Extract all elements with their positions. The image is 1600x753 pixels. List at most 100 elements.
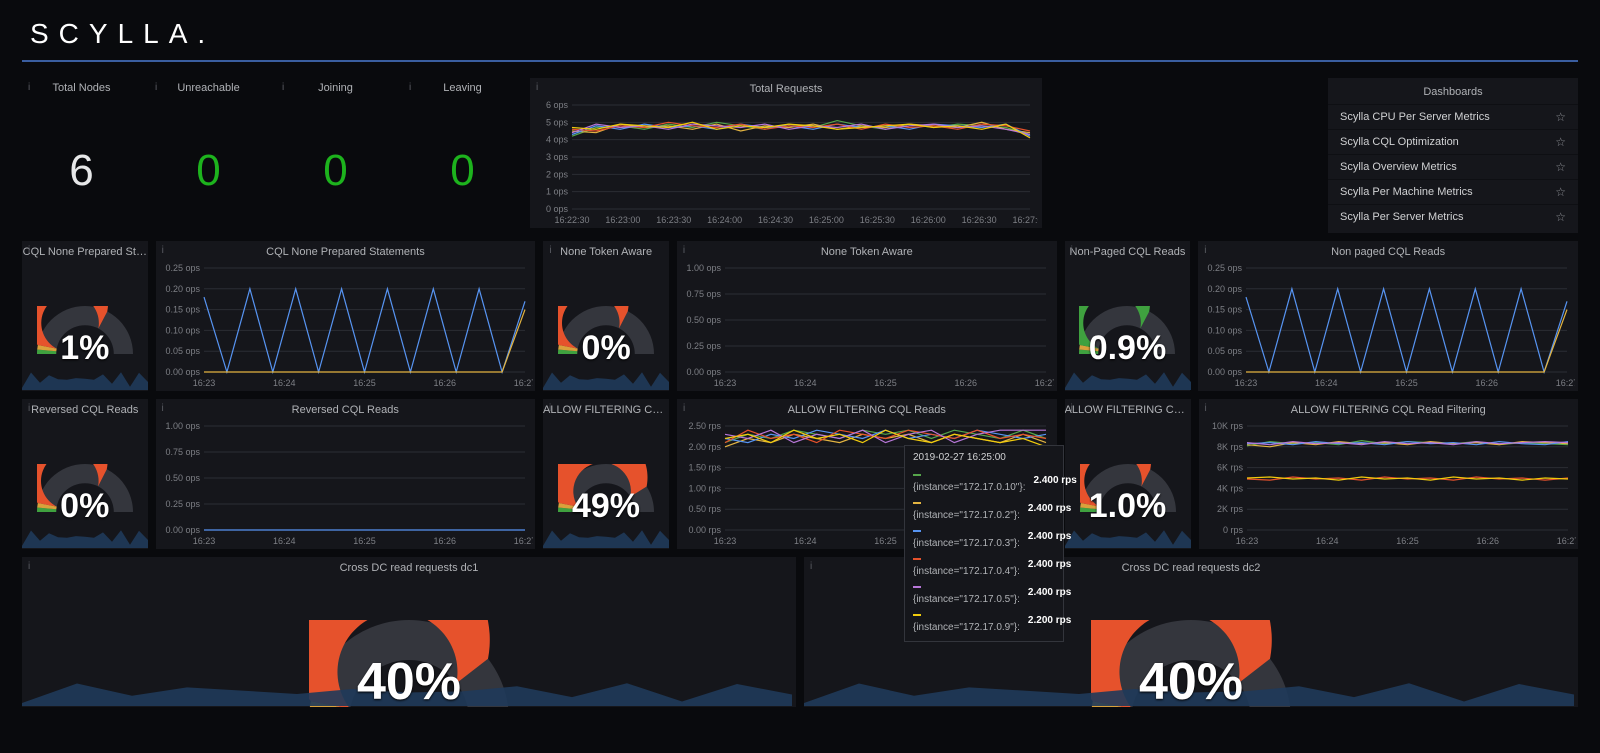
info-icon[interactable]: i [28,82,30,93]
svg-text:16:25: 16:25 [353,378,376,388]
gauge-panel[interactable]: i CQL None Prepared St…1% [22,241,148,391]
panel-title: Non-Paged CQL Reads [1065,241,1191,262]
info-icon[interactable]: i [549,245,551,256]
info-icon[interactable]: i [536,82,538,93]
tooltip-row: {instance="172.17.0.5"}: 2.400 rps [913,579,1055,607]
info-icon[interactable]: i [28,403,30,414]
svg-text:0 ops: 0 ops [546,204,569,214]
dashboard-link-label: Scylla Per Server Metrics [1340,211,1463,223]
info-icon[interactable]: i [1205,403,1207,414]
header-divider [22,60,1578,62]
chart-panel[interactable]: i Non paged CQL Reads0.00 ops0.05 ops0.1… [1198,241,1578,391]
dashboard-link-label: Scylla CQL Optimization [1340,136,1459,148]
panel-title: Reversed CQL Reads [22,399,148,420]
star-icon[interactable]: ☆ [1555,160,1566,174]
star-icon[interactable]: ☆ [1555,210,1566,224]
dashboard-root: SCYLLA. i Total Nodes 6i Unreachable 0i … [0,0,1600,707]
info-icon[interactable]: i [155,82,157,93]
panel-title: Reversed CQL Reads [156,399,536,420]
svg-text:16:26: 16:26 [1476,378,1499,388]
info-icon[interactable]: i [1071,245,1073,256]
chart-panel[interactable]: i Reversed CQL Reads0.00 ops0.25 ops0.50… [156,399,536,549]
gauge-panel[interactable]: i Non-Paged CQL Reads0.9% [1065,241,1191,391]
chart-panel[interactable]: i ALLOW FILTERING CQL Read Filtering0 rp… [1199,399,1579,549]
chart-body[interactable]: 0.00 ops0.05 ops0.10 ops0.15 ops0.20 ops… [1198,262,1578,390]
info-icon[interactable]: i [549,403,551,414]
row-gauges-1: i CQL None Prepared St…1%i CQL None Prep… [22,241,1578,391]
dashboards-title: Dashboards [1328,82,1578,104]
info-icon[interactable]: i [28,245,30,256]
svg-text:0.15 ops: 0.15 ops [1208,305,1243,315]
panel-title: None Token Aware [677,241,1057,262]
chart-tooltip: 2019-02-27 16:25:00 {instance="172.17.0.… [904,445,1064,642]
dashboard-link[interactable]: Scylla Per Machine Metrics☆ [1328,179,1578,204]
svg-text:16:23: 16:23 [192,536,215,546]
gauge-value: 0% [60,487,109,526]
tooltip-row: {instance="172.17.0.4"}: 2.400 rps [913,551,1055,579]
dashboard-link[interactable]: Scylla Overview Metrics ☆ [1328,154,1578,179]
gauge-value: 1.0% [1089,487,1167,526]
tooltip-row: {instance="172.17.0.2"}: 2.400 rps [913,495,1055,523]
svg-text:16:25:00: 16:25:00 [809,215,844,225]
svg-text:16:23: 16:23 [714,536,737,546]
gauge-panel[interactable]: i ALLOW FILTERING CQ…49% [543,399,669,549]
info-icon[interactable]: i [683,403,685,414]
tooltip-row: {instance="172.17.0.9"}: 2.200 rps [913,607,1055,635]
star-icon[interactable]: ☆ [1555,110,1566,124]
gauge-panel[interactable]: i ALLOW FILTERING CQ…1.0% [1065,399,1191,549]
stat-total-nodes: i Total Nodes 6 [22,78,141,228]
chart-body[interactable]: 0 rps2K rps4K rps6K rps8K rps10K rps16:2… [1199,420,1579,548]
dashboard-link[interactable]: Scylla CQL Optimization ☆ [1328,129,1578,154]
svg-text:0.75 ops: 0.75 ops [686,289,721,299]
stat-label: Unreachable [149,78,268,94]
info-icon[interactable]: i [683,245,685,256]
svg-text:0.20 ops: 0.20 ops [165,284,200,294]
svg-text:5 ops: 5 ops [546,117,569,127]
dashboard-link-label: Scylla Overview Metrics [1340,161,1457,173]
gauge-panel[interactable]: i Reversed CQL Reads 0% [22,399,148,549]
panel-title: None Token Aware [543,241,669,262]
gauge: 0.9% [1065,262,1191,390]
panel-title: CQL None Prepared St… [22,241,148,262]
svg-text:0.05 ops: 0.05 ops [1208,346,1243,356]
dashboard-link[interactable]: Scylla Per Server Metrics ☆ [1328,204,1578,229]
stat-label: Joining [276,78,395,94]
chart-body[interactable]: 0.00 ops0.25 ops0.50 ops0.75 ops1.00 ops… [677,262,1057,390]
info-icon[interactable]: i [1071,403,1073,414]
stat-unreachable: i Unreachable 0 [149,78,268,228]
chart-body[interactable]: 0.00 ops0.25 ops0.50 ops0.75 ops1.00 ops… [156,420,536,548]
info-icon[interactable]: i [162,403,164,414]
svg-text:16:23: 16:23 [714,378,737,388]
gauge-panel[interactable]: i None Token Aware0% [543,241,669,391]
svg-text:0.00 ops: 0.00 ops [165,367,200,377]
star-icon[interactable]: ☆ [1555,185,1566,199]
stat-value: 0 [403,146,522,196]
chart-panel[interactable]: i None Token Aware0.00 ops0.25 ops0.50 o… [677,241,1057,391]
chart-body[interactable]: 0.00 ops0.05 ops0.10 ops0.15 ops0.20 ops… [156,262,536,390]
info-icon[interactable]: i [282,82,284,93]
svg-text:16:23:30: 16:23:30 [656,215,691,225]
cross-dc-panel[interactable]: i Cross DC read requests dc140% [22,557,796,707]
svg-text:0.00 rps: 0.00 rps [688,525,721,535]
svg-text:16:25: 16:25 [874,536,897,546]
info-icon[interactable]: i [162,245,164,256]
chart-panel[interactable]: i CQL None Prepared Statements0.00 ops0.… [156,241,536,391]
svg-text:2 ops: 2 ops [546,169,569,179]
info-icon[interactable]: i [28,561,30,572]
info-icon[interactable]: i [810,561,812,572]
stat-value: 0 [149,146,268,196]
svg-text:16:24: 16:24 [1315,536,1338,546]
svg-text:16:24:00: 16:24:00 [707,215,742,225]
svg-text:0.10 ops: 0.10 ops [1208,325,1243,335]
svg-text:1.50 rps: 1.50 rps [688,463,721,473]
info-icon[interactable]: i [409,82,411,93]
stats-container: i Total Nodes 6i Unreachable 0i Joining … [22,78,522,233]
star-icon[interactable]: ☆ [1555,135,1566,149]
svg-text:0 rps: 0 rps [1222,525,1243,535]
dashboard-link[interactable]: Scylla CPU Per Server Metrics☆ [1328,104,1578,129]
panel-total-requests[interactable]: i Total Requests 0 ops1 ops2 ops3 ops4 o… [530,78,1042,228]
svg-text:16:25: 16:25 [353,536,376,546]
info-icon[interactable]: i [1204,245,1206,256]
panel-title: Cross DC read requests dc1 [22,557,796,578]
chart-total-requests[interactable]: 0 ops1 ops2 ops3 ops4 ops5 ops6 ops16:22… [530,99,1042,227]
